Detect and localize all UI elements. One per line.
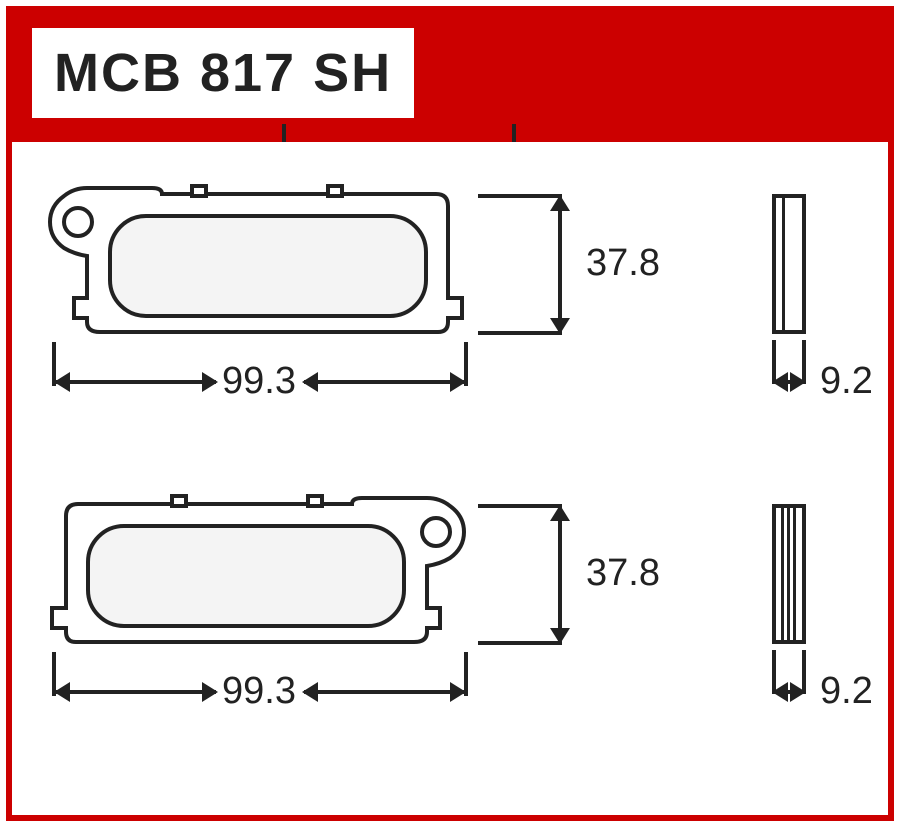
diagram-content: 99.3 37.8 9.2 99.3: [12, 142, 888, 815]
diagram-frame: MCB 817 SH 99.3 37.8: [6, 6, 894, 821]
dim-label-thickness: 9.2: [820, 670, 873, 713]
header-bar: MCB 817 SH: [12, 12, 888, 142]
dim-label-height: 37.8: [586, 552, 660, 595]
dim-arrow-height: [558, 507, 562, 642]
dim-arrow-width: [56, 690, 216, 694]
product-code-title: MCB 817 SH: [32, 28, 414, 118]
dim-label-height: 37.8: [586, 242, 660, 285]
dim-label-width: 99.3: [222, 360, 296, 403]
dim-arrow-thickness: [774, 690, 804, 694]
brake-pad-top-front: [42, 182, 472, 337]
brake-pad-top-side: [772, 194, 806, 334]
dim-arrow-thickness: [774, 380, 804, 384]
brake-pad-bottom-front: [42, 492, 472, 647]
dim-label-width: 99.3: [222, 670, 296, 713]
dim-arrow-width: [56, 380, 216, 384]
dim-arrow-width: [304, 380, 464, 384]
brake-pad-bottom-side: [772, 504, 806, 644]
dim-label-thickness: 9.2: [820, 360, 873, 403]
dim-arrow-height: [558, 197, 562, 332]
dim-arrow-width: [304, 690, 464, 694]
